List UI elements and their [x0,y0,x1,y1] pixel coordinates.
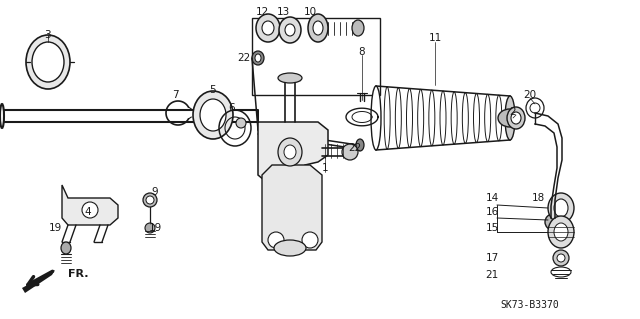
Text: 12: 12 [255,7,269,17]
Text: 2: 2 [509,107,516,117]
Text: 22: 22 [348,143,362,153]
Ellipse shape [193,91,233,139]
Text: 22: 22 [237,53,251,63]
Ellipse shape [285,24,295,36]
Ellipse shape [274,240,306,256]
Ellipse shape [146,196,154,204]
Text: 11: 11 [428,33,442,43]
Ellipse shape [262,21,274,35]
Ellipse shape [554,199,568,217]
Ellipse shape [557,254,565,262]
Ellipse shape [507,107,525,129]
Text: 10: 10 [303,7,317,17]
Ellipse shape [342,144,358,160]
Ellipse shape [505,96,515,140]
Ellipse shape [236,118,246,128]
Ellipse shape [61,242,71,254]
Ellipse shape [553,250,569,266]
Ellipse shape [278,73,302,83]
Polygon shape [252,18,380,95]
Text: 16: 16 [485,207,499,217]
Polygon shape [62,185,118,225]
Text: 7: 7 [172,90,179,100]
Ellipse shape [548,193,574,223]
Ellipse shape [145,223,155,233]
Text: 21: 21 [485,270,499,280]
Ellipse shape [548,216,574,248]
Text: 9: 9 [152,187,158,197]
Ellipse shape [545,214,561,230]
Text: 18: 18 [531,193,545,203]
Polygon shape [258,110,328,185]
Ellipse shape [82,202,98,218]
Ellipse shape [498,109,522,127]
Text: 5: 5 [210,85,216,95]
Ellipse shape [302,232,318,248]
Text: FR.: FR. [68,269,88,279]
Ellipse shape [284,145,296,159]
Ellipse shape [279,17,301,43]
Ellipse shape [352,20,364,36]
Ellipse shape [511,112,521,124]
Ellipse shape [255,54,261,62]
Text: 6: 6 [228,103,236,113]
Text: 15: 15 [485,223,499,233]
Ellipse shape [371,86,381,150]
Text: 19: 19 [49,223,61,233]
Polygon shape [22,270,55,293]
Text: 13: 13 [276,7,290,17]
Ellipse shape [32,42,64,82]
Text: 19: 19 [148,223,162,233]
Polygon shape [262,165,322,250]
Ellipse shape [143,193,157,207]
Ellipse shape [0,104,4,128]
Text: 14: 14 [485,193,499,203]
Text: 3: 3 [44,30,51,40]
Ellipse shape [256,14,280,42]
Ellipse shape [26,35,70,89]
Text: SK73-B3370: SK73-B3370 [500,300,559,310]
Ellipse shape [252,51,264,65]
Text: 4: 4 [84,207,92,217]
Ellipse shape [268,232,284,248]
Ellipse shape [200,99,226,131]
Text: 8: 8 [358,47,365,57]
Text: 20: 20 [524,90,536,100]
Text: 1: 1 [322,163,328,173]
Ellipse shape [308,14,328,42]
Ellipse shape [313,21,323,35]
Text: 17: 17 [485,253,499,263]
Ellipse shape [278,138,302,166]
Ellipse shape [356,139,364,151]
Ellipse shape [554,223,568,241]
